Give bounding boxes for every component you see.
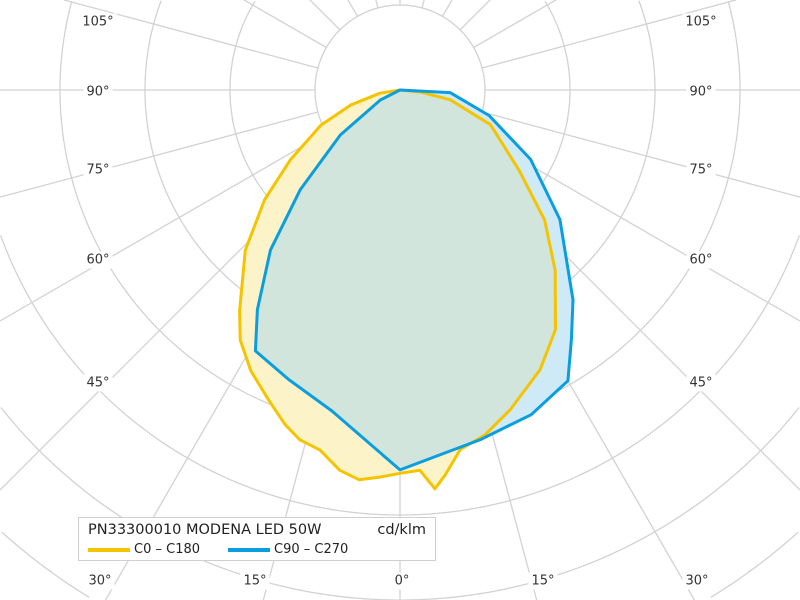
grid-radial <box>473 0 557 49</box>
angle-label-bg <box>83 374 113 392</box>
grid-radial <box>63 0 319 69</box>
legend: PN33300010 MODENA LED 50W cd/klm C0 – C1… <box>78 517 436 561</box>
grid-radial <box>481 0 737 69</box>
curve-fills <box>239 90 573 489</box>
angle-label-bg <box>83 83 113 101</box>
angle-label-bg <box>686 374 716 392</box>
legend-label: C0 – C180 <box>134 542 201 557</box>
angle-label: 105° <box>685 15 716 30</box>
legend-unit: cd/klm <box>377 522 426 538</box>
legend-item-c90-c270: C90 – C270 <box>228 542 348 557</box>
grid-radial <box>0 131 327 322</box>
grid-radial <box>481 111 800 198</box>
angle-label: 75° <box>86 163 109 178</box>
angle-label: 60° <box>689 253 712 268</box>
angle-label: 90° <box>689 85 712 100</box>
angle-label-bg <box>686 161 716 179</box>
grid-radial <box>0 111 319 198</box>
angle-label: 45° <box>689 376 712 391</box>
legend-title: PN33300010 MODENA LED 50W <box>88 522 322 538</box>
angle-label-bg <box>391 572 413 590</box>
angle-label-bg <box>83 251 113 269</box>
angle-label-bg <box>240 572 270 590</box>
angle-label-bg <box>686 251 716 269</box>
grid-radial <box>309 0 341 31</box>
angle-label-bg <box>85 572 115 590</box>
grid-ring <box>0 235 800 516</box>
legend-swatch-blue <box>228 547 271 552</box>
angle-label-bg <box>79 13 117 31</box>
c0-c180-line <box>238 88 557 491</box>
grid-ring <box>1 531 799 598</box>
grid-radial <box>459 0 491 31</box>
grid-radial <box>441 0 453 17</box>
grid-radial <box>347 0 359 17</box>
grid-radial <box>421 0 425 9</box>
angle-labels: 105° 90° 75° 60° 45° 105° 90° 75° 60° 45° 30° 15° 0°… <box>79 13 720 590</box>
grid-radial <box>243 0 327 49</box>
angle-label-bg <box>686 83 716 101</box>
angle-label: 30° <box>685 574 708 589</box>
angle-label: 30° <box>88 574 111 589</box>
angle-label: 45° <box>86 376 109 391</box>
angle-label-bg <box>682 572 712 590</box>
angle-label: 15° <box>531 574 554 589</box>
curve-lines <box>238 88 575 491</box>
angle-label-bg <box>682 13 720 31</box>
c90-c270-line <box>253 88 575 472</box>
angle-label: 60° <box>86 253 109 268</box>
angle-label: 75° <box>689 163 712 178</box>
angle-label-bg <box>528 572 558 590</box>
legend-label: C90 – C270 <box>274 542 349 557</box>
legend-swatch-yellow <box>88 547 130 552</box>
grid-radial <box>375 0 379 9</box>
angle-label: 15° <box>243 574 266 589</box>
angle-label-bg <box>83 161 113 179</box>
angle-label: 105° <box>82 15 113 30</box>
overlap-area <box>255 90 556 470</box>
legend-item-c0-c180: C0 – C180 <box>88 542 200 557</box>
angle-label: 0° <box>395 574 410 589</box>
angle-label: 90° <box>86 85 109 100</box>
